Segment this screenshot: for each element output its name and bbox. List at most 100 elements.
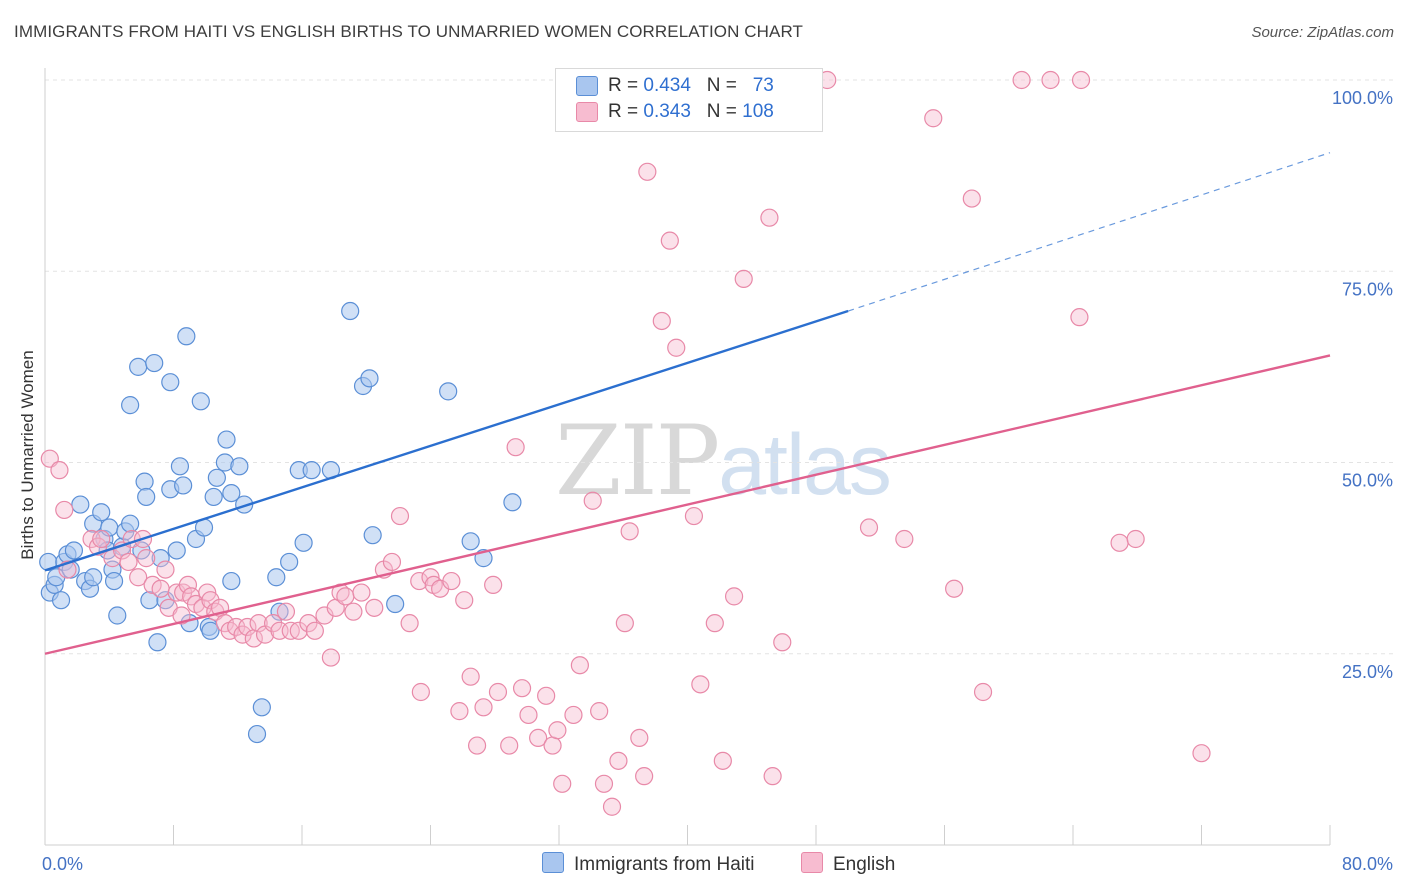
english-point: [859, 518, 879, 537]
haiti-point: [217, 430, 236, 449]
haiti-point: [148, 633, 167, 652]
english-point: [461, 667, 480, 686]
haiti-point: [51, 591, 71, 610]
haiti-point: [161, 373, 180, 392]
english-point: [336, 587, 355, 606]
legend-row-english: R = 0.343 N = 108: [576, 101, 774, 127]
legend-r-value-haiti: 0.434: [643, 75, 691, 96]
english-point: [172, 606, 191, 625]
tick-labels: 25.0% 50.0% 75.0% 100.0% 0.0% 80.0%: [42, 88, 1393, 874]
english-point: [635, 767, 654, 786]
haiti-point: [129, 357, 148, 376]
legend-row-haiti: R = 0.434 N = 73: [576, 75, 774, 101]
haiti-point: [177, 327, 196, 346]
haiti-point: [294, 533, 313, 552]
haiti-point: [167, 541, 186, 560]
english-point: [484, 575, 503, 595]
source-label: Source: ZipAtlas.com: [1251, 24, 1394, 41]
english-point: [1126, 529, 1145, 549]
english-point: [119, 552, 138, 572]
english-point: [630, 728, 649, 748]
legend-n-value-haiti: 73: [752, 75, 774, 96]
english-point: [734, 269, 753, 288]
haiti-point: [92, 503, 111, 522]
chart-title: IMMIGRANTS FROM HAITI VS ENGLISH BIRTHS …: [14, 22, 804, 41]
haiti-point: [302, 461, 321, 480]
english-point: [156, 560, 175, 579]
english-point: [249, 614, 268, 633]
haiti-point: [247, 724, 267, 744]
english-point: [660, 231, 679, 250]
english-point: [382, 552, 402, 572]
haiti-trend-extension: [847, 152, 1331, 312]
haiti-swatch: [576, 75, 598, 96]
haiti-point: [230, 457, 249, 476]
english-point: [455, 591, 474, 610]
english-point: [519, 705, 538, 725]
english-point: [365, 598, 384, 617]
haiti-point: [204, 487, 223, 507]
bottom-english-swatch: [801, 852, 823, 873]
english-points: [40, 70, 1211, 816]
x-tick-label: 0.0%: [42, 854, 83, 874]
english-point: [390, 506, 410, 526]
haiti-trend-line: [44, 309, 849, 572]
grid-lines: [45, 79, 1395, 655]
haiti-point: [363, 526, 382, 545]
haiti-point: [270, 602, 289, 621]
english-point: [667, 338, 686, 357]
trend-lines: [44, 152, 1331, 655]
legend-r-label-english: R =: [608, 101, 639, 122]
english-point: [543, 736, 562, 755]
haiti-point: [461, 532, 480, 551]
haiti-point: [84, 568, 103, 587]
haiti-point: [121, 514, 140, 533]
english-point: [137, 549, 156, 568]
english-point: [400, 614, 419, 633]
english-point: [467, 736, 487, 755]
english-point: [289, 621, 308, 640]
legend-n-value-english: 108: [742, 101, 774, 122]
haiti-point: [235, 495, 254, 514]
english-point: [590, 702, 609, 721]
english-point: [924, 109, 943, 128]
haiti-point: [170, 457, 190, 476]
haiti-point: [145, 353, 164, 373]
haiti-point: [108, 606, 127, 625]
haiti-point: [71, 495, 90, 514]
english-point: [553, 774, 572, 793]
watermark-zip: ZIP: [555, 405, 720, 517]
english-point: [201, 591, 220, 610]
english-point: [506, 438, 525, 457]
y-tick-label: 100.0%: [1332, 88, 1393, 108]
english-point: [594, 774, 614, 793]
haiti-point: [252, 698, 271, 717]
english-point: [352, 583, 371, 602]
legend-r-value-english: 0.343: [643, 101, 691, 122]
english-point: [238, 617, 257, 637]
english-point: [151, 579, 170, 598]
haiti-point: [174, 476, 193, 495]
english-point: [537, 686, 556, 705]
haiti-point: [104, 571, 124, 591]
english-point: [895, 529, 914, 549]
y-tick-label: 50.0%: [1342, 471, 1393, 491]
english-point: [583, 491, 602, 510]
english-point: [529, 728, 548, 748]
y-tick-label: 25.0%: [1342, 662, 1393, 682]
english-point: [50, 461, 69, 480]
english-point: [973, 682, 993, 702]
haiti-point: [386, 594, 405, 614]
english-point: [410, 571, 429, 591]
english-point: [512, 679, 532, 698]
haiti-point: [191, 392, 210, 411]
axes: [44, 68, 1331, 846]
correlation-legend: R = 0.434 N = 73 R = 0.343 N = 108: [555, 68, 823, 132]
haiti-point: [137, 487, 156, 507]
haiti-point: [222, 571, 241, 591]
english-point: [1071, 70, 1091, 90]
haiti-point: [222, 484, 241, 503]
english-point: [962, 189, 981, 208]
english-point: [442, 571, 461, 591]
english-point: [129, 568, 148, 587]
